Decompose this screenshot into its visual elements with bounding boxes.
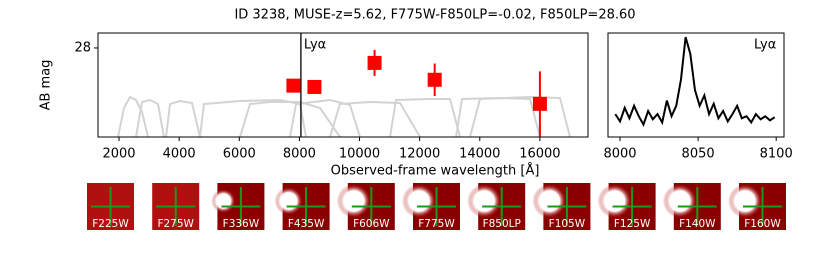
cutout-label: F606W bbox=[353, 218, 390, 230]
cutout-label: F105W bbox=[549, 218, 586, 230]
data-point bbox=[307, 79, 322, 94]
cutout-source bbox=[662, 184, 697, 218]
x-tick-label: 8100 bbox=[760, 147, 793, 162]
cutout-label: F160W bbox=[744, 218, 781, 230]
cutout-source bbox=[274, 187, 303, 215]
cutout-source bbox=[467, 184, 502, 218]
cutouts: F225W F275W F336W F435W F606W F775W F850LP F105… bbox=[87, 183, 786, 230]
x-tick-label: 16000 bbox=[519, 147, 560, 162]
cutout-source bbox=[728, 184, 762, 218]
cutout-label: F225W bbox=[92, 218, 129, 230]
cutout-source bbox=[402, 184, 436, 218]
cutout-source bbox=[211, 189, 236, 213]
data-point bbox=[427, 72, 442, 87]
axes-frame bbox=[607, 32, 785, 138]
x-tick-label: 4000 bbox=[163, 147, 196, 162]
cutout-label: F125W bbox=[614, 218, 651, 230]
spectrum-line bbox=[614, 36, 776, 127]
x-tick-label: 6000 bbox=[223, 147, 256, 162]
x-tick-label: 2000 bbox=[102, 147, 135, 162]
cutout-label: F775W bbox=[418, 218, 455, 230]
cutout-label: F336W bbox=[223, 218, 260, 230]
lya-label: Lyα bbox=[304, 38, 326, 53]
cutout-source bbox=[336, 184, 371, 218]
y-axis-label: AB mag bbox=[39, 60, 54, 111]
figure-title: ID 3238, MUSE-z=5.62, F775W-F850LP=-0.02… bbox=[234, 8, 635, 23]
lya-label: Lyα bbox=[754, 38, 776, 53]
data-point bbox=[367, 55, 382, 70]
cutout-source bbox=[597, 184, 632, 218]
x-tick-label: 8000 bbox=[283, 147, 316, 162]
cutout-label: F140W bbox=[679, 218, 716, 230]
axes-frame bbox=[97, 32, 589, 138]
cutout-label: F850LP bbox=[483, 218, 521, 230]
data-point bbox=[286, 78, 301, 93]
filter-curves bbox=[117, 95, 571, 138]
y-tick-label: 28 bbox=[74, 40, 91, 55]
x-tick-label: 14000 bbox=[459, 147, 500, 162]
cutout-label: F435W bbox=[288, 218, 325, 230]
x-tick-label: 10000 bbox=[339, 147, 380, 162]
cutout-label: F275W bbox=[157, 218, 194, 230]
x-tick-label: 8000 bbox=[603, 147, 636, 162]
x-tick-label: 8050 bbox=[682, 147, 715, 162]
cutout-source bbox=[532, 184, 567, 218]
x-tick-label: 12000 bbox=[399, 147, 440, 162]
x-axis-label: Observed-frame wavelength [Å] bbox=[331, 163, 540, 179]
data-point bbox=[532, 96, 547, 111]
